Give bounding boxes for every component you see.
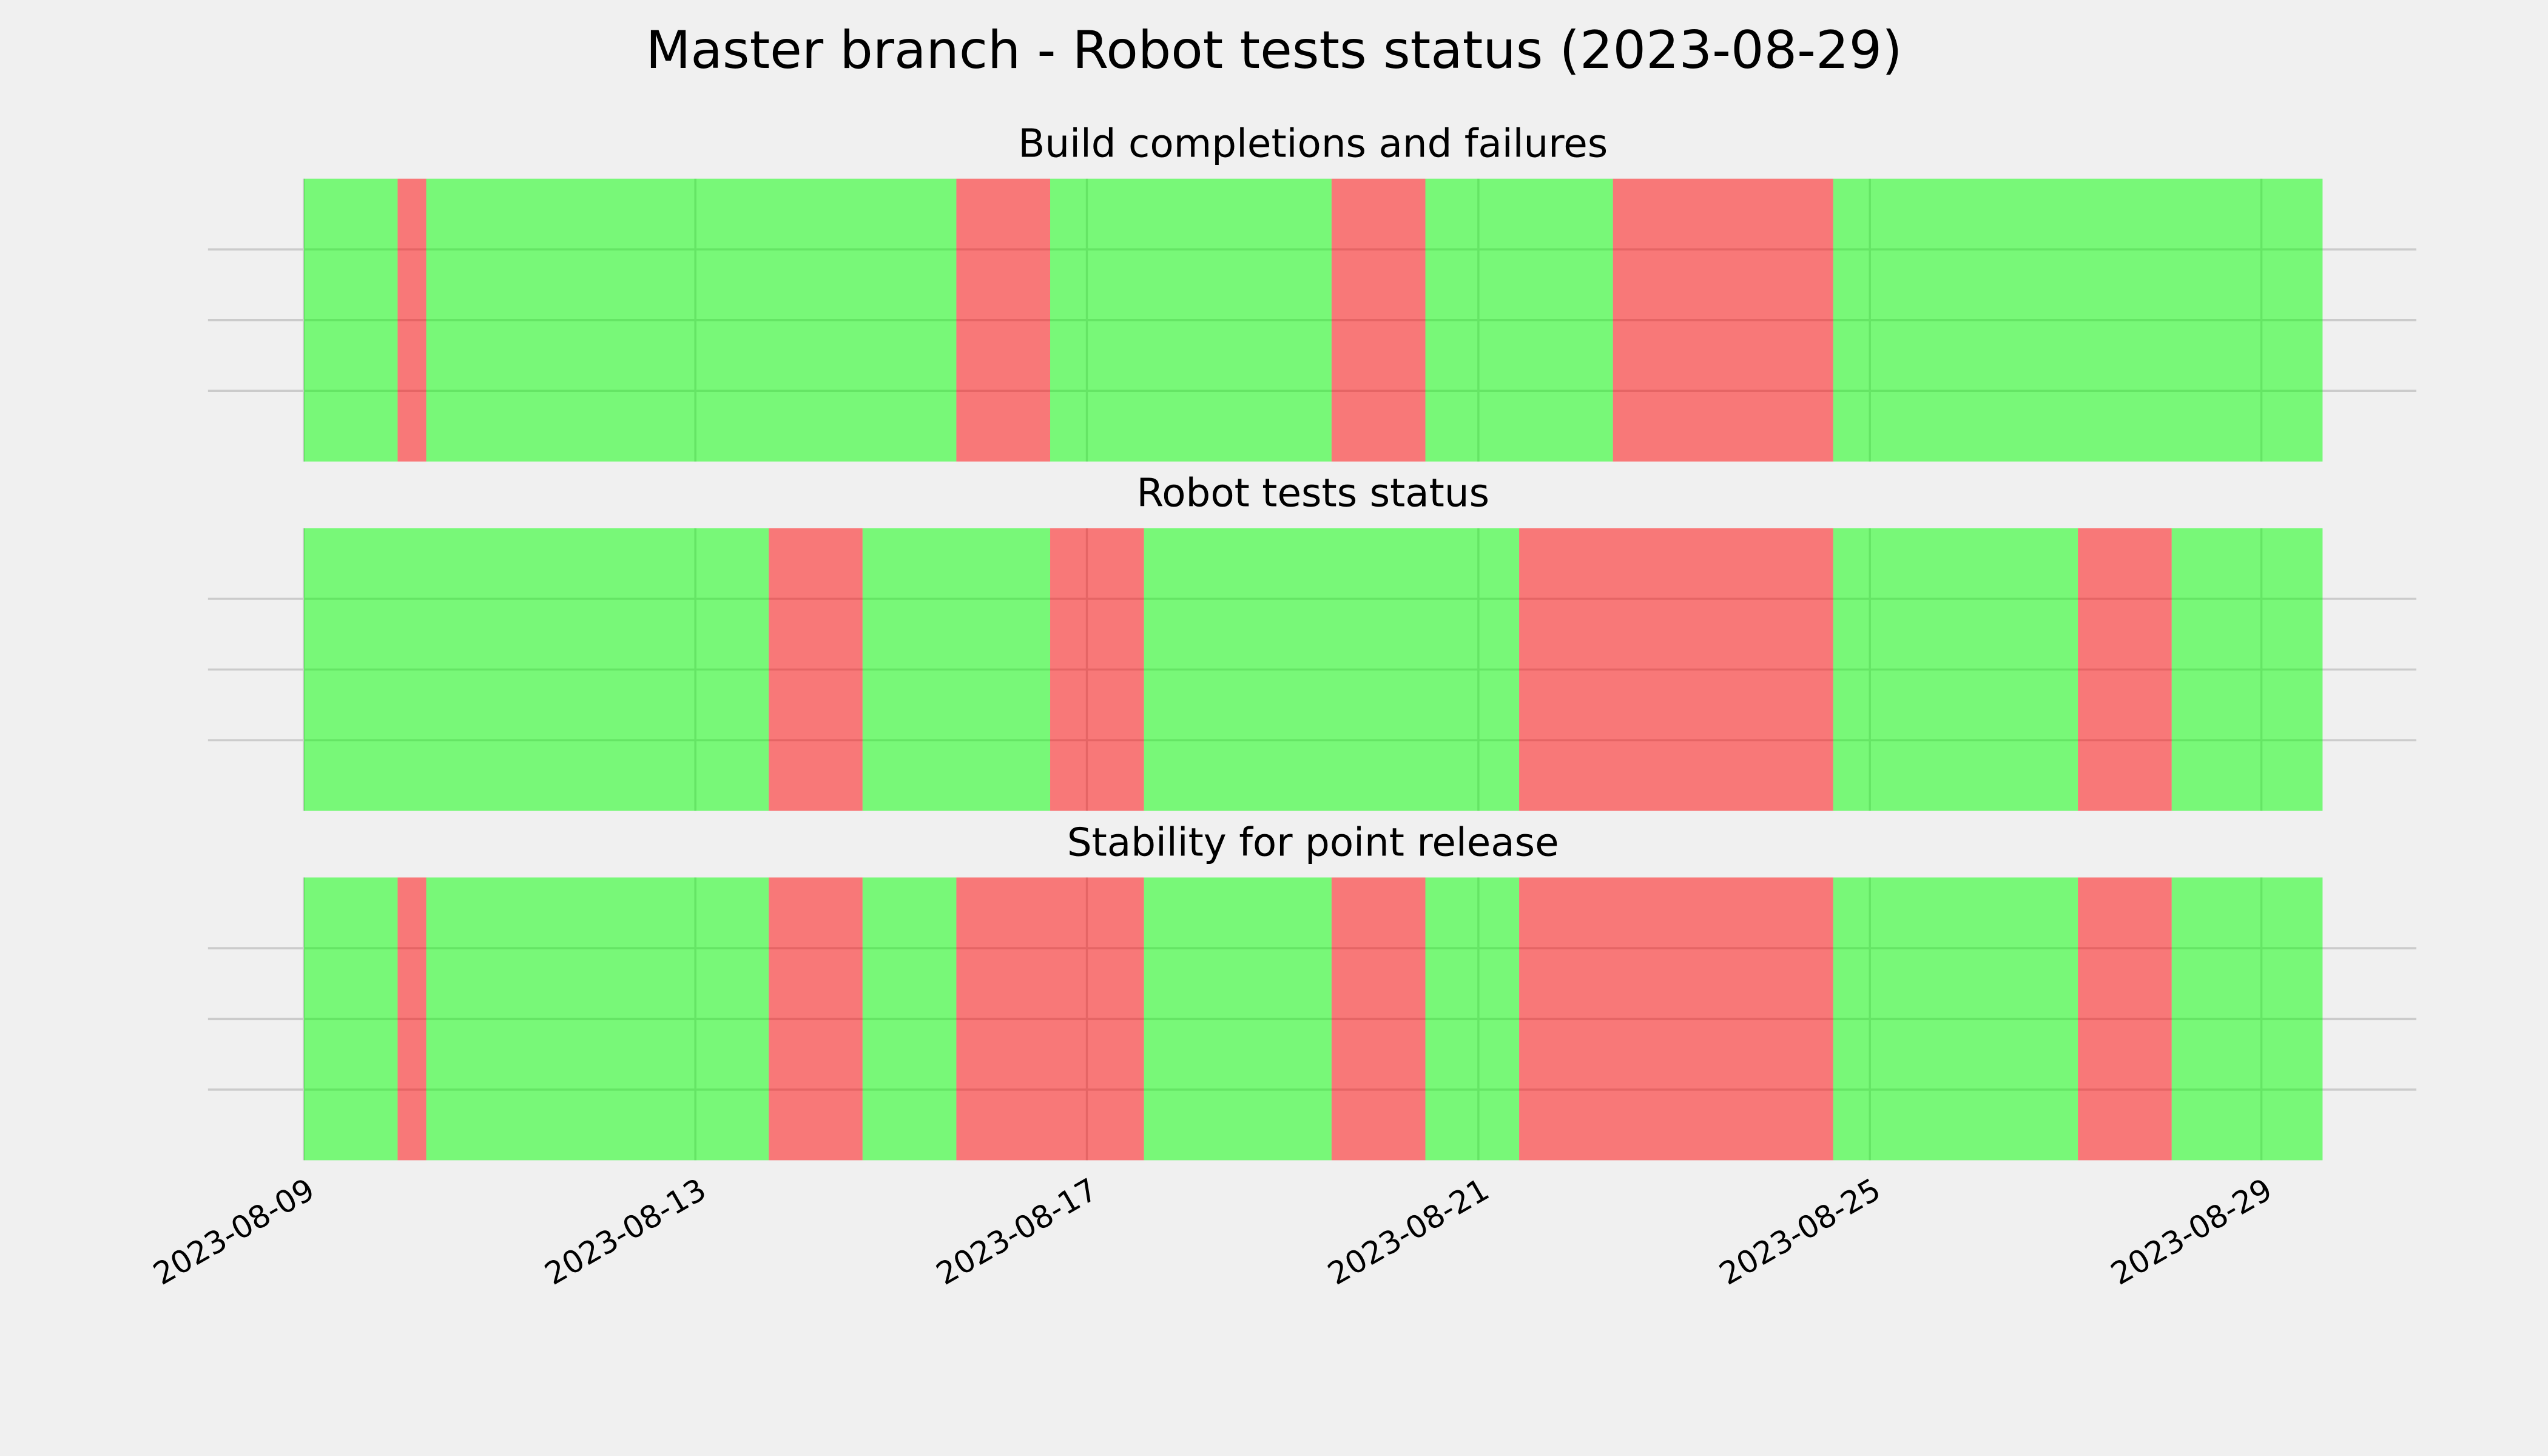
status-span	[769, 528, 863, 811]
status-span	[1144, 528, 1520, 811]
status-span	[303, 528, 769, 811]
status-span	[1833, 178, 2323, 462]
status-span	[303, 877, 398, 1161]
status-span	[1425, 877, 1520, 1161]
status-span	[1050, 528, 1144, 811]
status-span	[769, 877, 863, 1161]
status-span	[397, 178, 426, 462]
status-span	[956, 178, 1051, 462]
status-span	[862, 528, 1051, 811]
status-span	[1519, 528, 1833, 811]
status-span	[1144, 877, 1332, 1161]
status-span	[1613, 178, 1833, 462]
status-span	[303, 178, 398, 462]
status-span	[2171, 877, 2323, 1161]
status-span	[1425, 178, 1613, 462]
status-span	[1331, 178, 1426, 462]
panel-title: Robot tests status	[1136, 471, 1489, 516]
panel-title: Build completions and failures	[1018, 121, 1608, 167]
status-span	[2078, 877, 2172, 1161]
chart-title: Master branch - Robot tests status (2023…	[645, 20, 1902, 81]
panel-title: Stability for point release	[1067, 820, 1559, 865]
status-span	[1331, 877, 1426, 1161]
status-span	[1833, 877, 2078, 1161]
status-span	[2078, 528, 2172, 811]
status-span	[2171, 528, 2323, 811]
status-span	[1050, 178, 1332, 462]
status-span	[426, 178, 957, 462]
status-span	[862, 877, 957, 1161]
status-span	[1833, 528, 2078, 811]
status-span	[426, 877, 769, 1161]
status-span	[397, 877, 426, 1161]
status-span	[1519, 877, 1833, 1161]
status-span	[956, 877, 1144, 1161]
